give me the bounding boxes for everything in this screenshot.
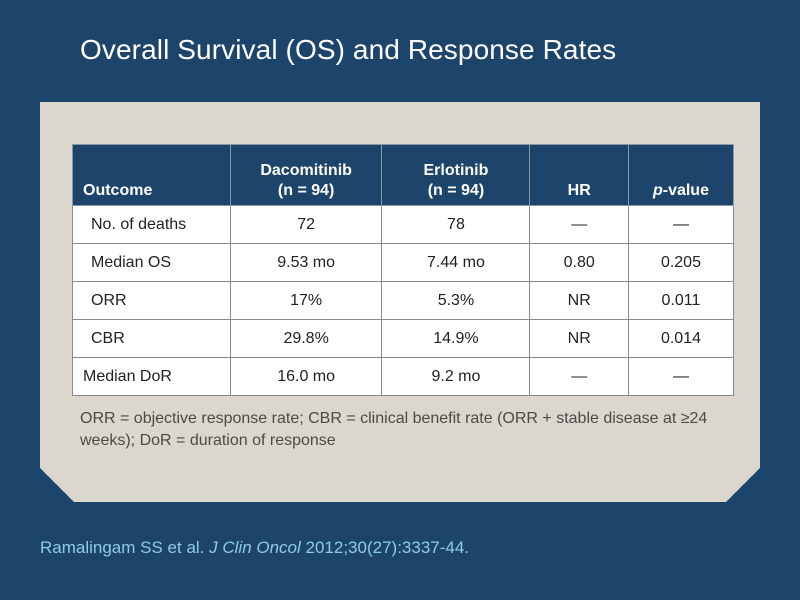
table-row: Median DoR 16.0 mo 9.2 mo — — — [72, 357, 735, 396]
cell-hr-deaths: — — [529, 205, 629, 244]
cell-hr-median-os: 0.80 — [529, 243, 629, 282]
cell-erlotinib-deaths: 78 — [381, 205, 531, 244]
cell-hr-median-dor: — — [529, 357, 629, 396]
header-outcome-label: Outcome — [83, 182, 153, 199]
header-hr-label: HR — [567, 182, 591, 199]
header-erlotinib: Erlotinib (n = 94) — [381, 144, 531, 206]
citation: Ramalingam SS et al. J Clin Oncol 2012;3… — [40, 538, 469, 558]
cell-p-orr: 0.011 — [627, 281, 735, 320]
cell-dacomitinib-orr: 17% — [229, 281, 383, 320]
results-table: Outcome Dacomitinib (n = 94) Erlotinib (… — [72, 144, 735, 396]
cell-dacomitinib-median-os: 9.53 mo — [229, 243, 383, 282]
header-erlotinib-n: (n = 94) — [427, 182, 485, 199]
table-row: Median OS 9.53 mo 7.44 mo 0.80 0.205 — [72, 243, 735, 282]
header-dacomitinib-name: Dacomitinib — [260, 162, 352, 179]
header-hr: HR — [529, 144, 629, 206]
citation-journal: J Clin Oncol — [209, 538, 301, 557]
header-erlotinib-name: Erlotinib — [423, 162, 489, 179]
cell-p-deaths: — — [627, 205, 735, 244]
header-dacomitinib-n: (n = 94) — [277, 182, 335, 199]
cell-p-median-dor: — — [627, 357, 735, 396]
slide-title: Overall Survival (OS) and Response Rates — [80, 34, 617, 65]
cell-hr-cbr: NR — [529, 319, 629, 358]
cell-erlotinib-median-os: 7.44 mo — [381, 243, 531, 282]
table-header-row: Outcome Dacomitinib (n = 94) Erlotinib (… — [72, 144, 735, 206]
cell-dacomitinib-cbr: 29.8% — [229, 319, 383, 358]
table-row: CBR 29.8% 14.9% NR 0.014 — [72, 319, 735, 358]
row-label-median-dor: Median DoR — [72, 357, 231, 396]
abbreviations-footnote: ORR = objective response rate; CBR = cli… — [80, 410, 708, 449]
table-row: No. of deaths 72 78 — — — [72, 205, 735, 244]
row-label-deaths: No. of deaths — [72, 205, 231, 244]
cell-hr-orr: NR — [529, 281, 629, 320]
cell-erlotinib-orr: 5.3% — [381, 281, 531, 320]
header-outcome: Outcome — [72, 144, 231, 206]
header-dacomitinib: Dacomitinib (n = 94) — [229, 144, 383, 206]
citation-authors: Ramalingam SS et al. — [40, 538, 205, 557]
header-p-suffix: -value — [662, 182, 709, 199]
header-p-italic: p — [652, 182, 663, 199]
table-row: ORR 17% 5.3% NR 0.011 — [72, 281, 735, 320]
citation-details: 2012;30(27):3337-44. — [305, 538, 470, 557]
cell-dacomitinib-median-dor: 16.0 mo — [229, 357, 383, 396]
row-label-median-os: Median OS — [72, 243, 231, 282]
cell-p-median-os: 0.205 — [627, 243, 735, 282]
header-p-value: p-value — [627, 144, 735, 206]
cell-erlotinib-cbr: 14.9% — [381, 319, 531, 358]
cell-p-cbr: 0.014 — [627, 319, 735, 358]
cell-dacomitinib-deaths: 72 — [229, 205, 383, 244]
row-label-cbr: CBR — [72, 319, 231, 358]
cell-erlotinib-median-dor: 9.2 mo — [381, 357, 531, 396]
row-label-orr: ORR — [72, 281, 231, 320]
